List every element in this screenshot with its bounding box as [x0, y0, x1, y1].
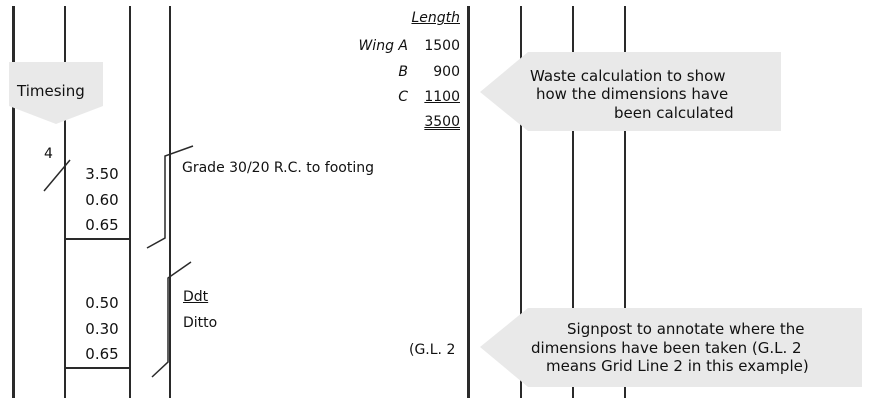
waste-callout-shape: [480, 52, 781, 131]
column-rule-4: [169, 6, 171, 398]
group-2-underline: [64, 367, 131, 369]
waste-row-1-value: 1500: [424, 38, 460, 54]
timesing-marker: [9, 62, 103, 124]
signpost-callout-line-1: Signpost to annotate where the: [567, 320, 805, 338]
waste-header: Length: [411, 10, 460, 26]
column-rule-6: [520, 6, 522, 398]
signpost-callout-line-2: dimensions have been taken (G.L. 2: [531, 339, 802, 357]
grid-reference: (G.L. 2: [409, 342, 456, 358]
group-1-dimension-1: 3.50: [85, 165, 119, 183]
column-rule-2: [64, 6, 66, 398]
description-bracket-2: [151, 261, 192, 378]
waste-row-1-label: Wing A: [358, 38, 408, 54]
timesing-value: 4: [44, 146, 53, 162]
waste-row-2-label: B: [398, 64, 408, 80]
group-1-dimension-3: 0.65: [85, 216, 119, 234]
waste-callout-line-1: Waste calculation to show: [530, 67, 726, 85]
group-1-underline: [64, 238, 131, 240]
signpost-callout-line-3: means Grid Line 2 in this example): [546, 357, 809, 375]
waste-callout-line-3: been calculated: [614, 104, 734, 122]
waste-total: 3500: [424, 114, 460, 130]
waste-row-3-label: C: [398, 89, 408, 105]
group-2-dimension-2: 0.30: [85, 320, 119, 338]
description-bracket-1: [146, 145, 194, 249]
group-2-dimension-3: 0.65: [85, 345, 119, 363]
column-rule-3: [129, 6, 131, 398]
column-rule-1: [12, 6, 15, 398]
column-rule-7: [572, 6, 574, 398]
column-rule-8: [624, 6, 626, 398]
group-2-dimension-1: 0.50: [85, 294, 119, 312]
group-2-description-heading: Ddt: [183, 289, 209, 305]
group-1-dimension-2: 0.60: [85, 191, 119, 209]
waste-row-3-value: 1100: [424, 89, 460, 105]
timesing-label: Timesing: [17, 82, 85, 100]
timesing-slash: [43, 159, 71, 192]
group-1-description: Grade 30/20 R.C. to footing: [182, 160, 374, 176]
waste-row-2-value: 900: [433, 64, 460, 80]
waste-callout-line-2: how the dimensions have: [536, 85, 729, 103]
signpost-callout-shape: [480, 308, 862, 387]
column-rule-5: [467, 6, 470, 398]
group-2-description: Ditto: [183, 315, 218, 331]
